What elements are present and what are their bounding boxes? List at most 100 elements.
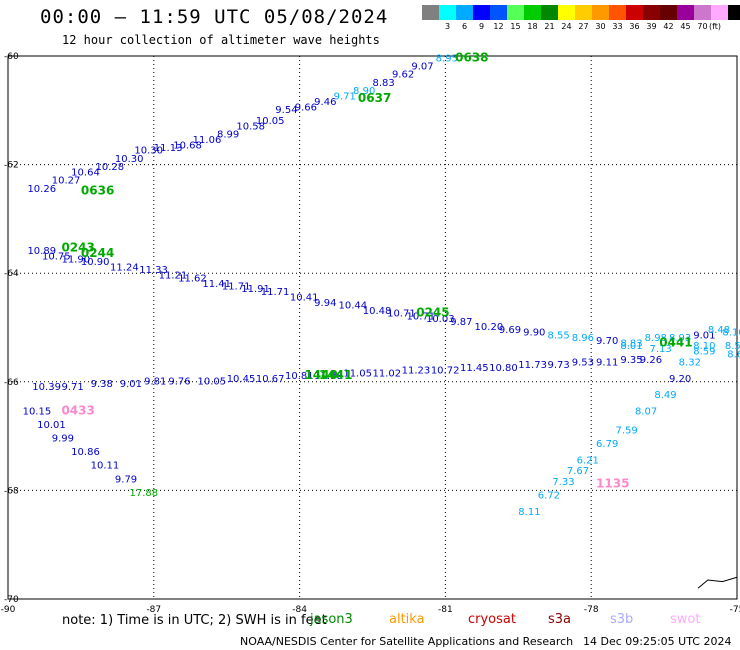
wave-height-label: 10.71 [387,309,416,320]
pass-time-label: 1135 [596,477,629,491]
wave-height-label: 10.45 [227,374,256,385]
wave-height-label: 8.69 [727,349,740,360]
y-tick-label: -66 [4,378,19,388]
colorbar-swatch [456,5,473,20]
legend-s3a: s3a [548,612,572,627]
colorbar-swatch [473,5,490,20]
pass-time-label: 0638 [455,50,488,64]
x-tick-label: -87 [146,605,161,615]
wave-height-label: 11.33 [139,265,168,276]
wave-height-label: 8.98 [645,333,667,344]
colorbar-swatch [609,5,626,20]
wave-height-label: 9.62 [392,70,414,81]
wave-height-label: 8.48 [708,325,730,336]
wave-height-label: 17.88 [130,488,159,499]
colorbar-label: 15 [510,22,521,31]
colorbar-label: 70 [697,22,708,31]
pass-time-label: 1440 [304,368,337,382]
wave-height-label: 11.41 [202,279,231,290]
colorbar-swatch [660,5,677,20]
pass-time-label: 0433 [61,403,94,417]
wave-height-label: 9.69 [499,325,521,336]
map-subtitle: 12 hour collection of altimeter wave hei… [62,33,380,47]
wave-height-label: 10.27 [52,176,81,187]
wave-height-label: 9.54 [275,105,297,116]
wave-height-label: 11.24 [110,262,139,273]
wave-height-label: 10.89 [27,246,56,257]
wave-height-label: 11.21 [159,271,188,282]
wave-height-label: 9.71 [61,382,83,393]
wave-height-label: 10.01 [37,420,66,431]
map-frame [7,55,738,600]
wave-height-label: 9.01 [693,330,715,341]
colorbar-label: 9 [478,22,485,31]
legend-swot: swot [670,612,701,627]
wave-height-label: 10.68 [173,140,202,151]
colorbar-swatch [422,5,439,20]
wave-height-label: 9.07 [411,62,433,73]
wave-height-label: 10.90 [81,257,110,268]
wave-height-label: 10.71 [407,311,436,322]
wave-height-label: 9.71 [334,91,356,102]
wave-height-label: 11.90 [61,254,90,265]
wave-height-label: 10.67 [256,374,285,385]
x-tick-label: -75 [730,605,740,615]
wave-height-label: 10.39 [32,382,61,393]
wave-height-label: 11.02 [373,368,402,379]
colorbar-label: 36 [629,22,640,31]
legend-altika: altika [389,612,425,627]
pass-time-label: 0245 [416,306,449,320]
wave-height-label: 11.23 [402,366,431,377]
wave-height-label: 11.05 [343,368,372,379]
colorbar-swatch [643,5,660,20]
wave-height-label: 8.83 [620,339,642,350]
wave-height-label: 11.45 [460,363,489,374]
wave-height-label: 9.46 [314,97,336,108]
wave-height-label: 9.90 [523,328,545,339]
wave-height-label: 10.28 [95,162,124,173]
colorbar-label: 39 [646,22,657,31]
wave-height-label: 11.13 [154,143,183,154]
colorbar-label: 12 [493,22,504,31]
wave-height-label: 10.41 [290,292,319,303]
wave-height-label: 11.73 [518,360,547,371]
y-tick-label: -68 [4,486,19,496]
colorbar-swatch [728,5,740,20]
pass-time-label: 0243 [61,240,94,254]
wave-height-label: 6.79 [596,439,618,450]
x-tick-label: -84 [292,605,307,615]
wave-height-label: 6.72 [538,491,560,502]
wave-height-label: 8.99 [217,129,239,140]
wave-height-label: 10.05 [198,377,227,388]
wave-height-label: 10.58 [236,121,265,132]
wave-height-label: 11.91 [241,284,270,295]
pass-time-label: 1441 [319,368,352,382]
wave-height-label: 9.38 [91,379,113,390]
colorbar-swatch [711,5,728,20]
footer-date: 14 Dec 09:25:05 UTC 2024 [583,635,732,648]
wave-height-label: 9.94 [314,298,336,309]
wave-height-label: 10.26 [27,184,56,195]
wave-height-label: 9.87 [450,317,472,328]
wave-height-label: 6.21 [577,455,599,466]
wave-height-label: 9.66 [295,102,317,113]
colorbar-label: 6 [461,22,468,31]
wave-height-label: 9.70 [596,336,618,347]
y-tick-label: -62 [4,161,19,171]
wave-height-label: 8.32 [679,358,701,369]
colorbar-swatch [507,5,524,20]
wave-height-label: 10.48 [363,306,392,317]
wave-height-label: 10.05 [256,116,285,127]
wave-height-label: 9.01 [120,379,142,390]
wave-height-label: 10.03 [426,314,455,325]
colorbar-label: 24 [561,22,572,31]
wave-height-label: 8.11 [518,507,540,518]
wave-height-label: 11.06 [193,135,222,146]
wave-height-label: 10.30 [115,154,144,165]
colorbar [422,5,740,20]
pass-time-label: 0441 [659,336,692,350]
wave-height-label: 8.07 [635,406,657,417]
pass-time-label: 0244 [81,246,114,260]
wave-height-label: 8.10 [722,328,740,339]
